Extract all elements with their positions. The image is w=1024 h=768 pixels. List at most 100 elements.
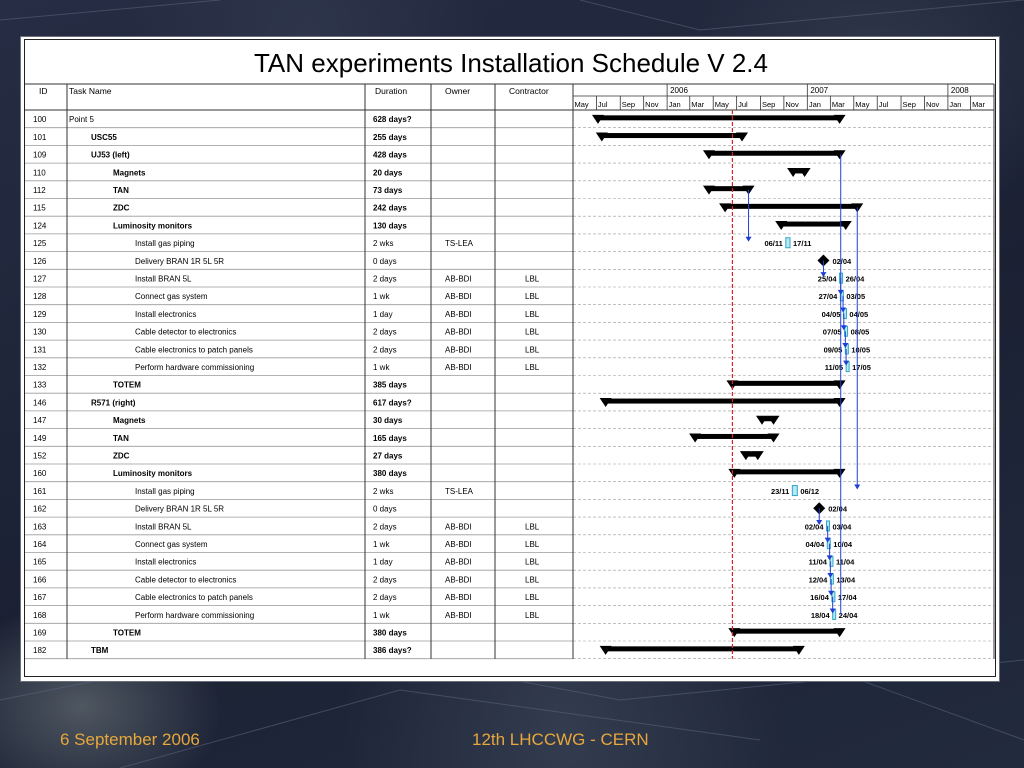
task-id: 124 (33, 221, 47, 230)
task-start-date-label: 12/04 (809, 575, 829, 584)
task-duration: 1 wk (373, 540, 390, 549)
task-name: USC55 (91, 133, 117, 142)
column-header: Duration (375, 86, 407, 96)
task-duration: 617 days? (373, 398, 412, 407)
task-start-date-label: 04/05 (822, 310, 841, 319)
month-label: Jan (809, 100, 821, 109)
summary-bar (605, 398, 840, 404)
task-owner: AB-BDI (445, 593, 472, 602)
task-end-date-label: 13/04 (836, 575, 856, 584)
summary-bar (732, 380, 840, 386)
task-name: Point 5 (69, 115, 94, 124)
task-id: 112 (33, 186, 46, 195)
summary-start-marker (702, 150, 715, 160)
summary-end-marker (792, 645, 805, 655)
task-name: Connect gas system (135, 292, 208, 301)
summary-end-marker (833, 150, 846, 160)
task-contractor: LBL (525, 328, 540, 337)
summary-end-marker (767, 433, 780, 443)
task-start-date-label: 18/04 (811, 611, 831, 620)
task-start-date-label: 16/04 (810, 593, 830, 602)
task-duration: 386 days? (373, 646, 412, 655)
task-id: 127 (33, 275, 47, 284)
summary-start-marker (599, 645, 612, 655)
task-name: TOTEM (113, 629, 141, 638)
task-name: Delivery BRAN 1R 5L 5R (135, 505, 224, 514)
task-duration: 2 days (373, 345, 397, 354)
summary-bar (708, 150, 840, 156)
task-duration: 27 days (373, 452, 403, 461)
month-label: Nov (785, 100, 799, 109)
task-id: 182 (33, 646, 47, 655)
task-contractor: LBL (525, 522, 540, 531)
summary-end-marker (736, 132, 749, 142)
task-contractor: LBL (525, 540, 540, 549)
task-owner: TS-LEA (445, 487, 474, 496)
task-owner: AB-BDI (445, 522, 472, 531)
task-id: 109 (33, 151, 47, 160)
task-duration: 1 wk (373, 292, 390, 301)
dependency-arrow (828, 590, 835, 596)
task-end-date-label: 08/05 (851, 328, 870, 337)
task-duration: 165 days (373, 434, 407, 443)
task-name: Install electronics (135, 310, 196, 319)
task-duration: 1 day (373, 310, 393, 319)
task-duration: 0 days (373, 257, 397, 266)
month-label: Jul (738, 100, 748, 109)
task-name: Delivery BRAN 1R 5L 5R (135, 257, 224, 266)
summary-end-marker (798, 167, 811, 177)
summary-end-marker (839, 221, 852, 231)
task-id: 130 (33, 328, 47, 337)
month-label: Nov (645, 100, 659, 109)
column-header: Contractor (509, 86, 549, 96)
year-label: 2007 (810, 86, 828, 95)
task-id: 146 (33, 398, 47, 407)
summary-bar (761, 416, 774, 422)
year-label: 2008 (951, 86, 969, 95)
task-duration: 2 days (373, 328, 397, 337)
task-duration: 1 wk (373, 611, 390, 620)
task-id: 125 (33, 239, 47, 248)
task-start-date-label: 25/04 (818, 275, 838, 284)
task-owner: AB-BDI (445, 575, 472, 584)
task-name: Connect gas system (135, 540, 208, 549)
task-end-date-label: 24/04 (839, 611, 859, 620)
task-duration: 628 days? (373, 115, 412, 124)
task-name: Magnets (113, 168, 146, 177)
dependency-arrow (824, 537, 831, 543)
milestone-date-label: 02/04 (832, 257, 852, 266)
task-id: 131 (33, 345, 47, 354)
summary-bar (734, 469, 840, 475)
dependency-arrow (840, 307, 847, 313)
summary-bar (605, 646, 799, 652)
month-label: Mar (832, 100, 845, 109)
month-label: Sep (903, 100, 916, 109)
month-label: Sep (622, 100, 635, 109)
task-bar (791, 485, 798, 497)
task-duration: 130 days (373, 221, 407, 230)
task-duration: 255 days (373, 133, 407, 142)
task-end-date-label: 26/04 (846, 275, 866, 284)
task-duration: 0 days (373, 505, 397, 514)
summary-start-marker (702, 185, 715, 195)
task-name: TBM (91, 646, 109, 655)
summary-bar (734, 628, 840, 634)
task-contractor: LBL (525, 292, 540, 301)
footer-event: 12th LHCCWG - CERN (472, 730, 649, 749)
column-header: Task Name (69, 86, 112, 96)
month-label: Mar (691, 100, 704, 109)
task-id: 133 (33, 381, 47, 390)
dependency-arrow (820, 272, 827, 278)
dependency-arrow (842, 342, 849, 348)
task-contractor: LBL (525, 575, 540, 584)
task-name: Install gas piping (135, 239, 195, 248)
task-contractor: LBL (525, 611, 540, 620)
task-duration: 2 wks (373, 487, 393, 496)
task-duration: 380 days (373, 629, 407, 638)
task-id: 164 (33, 540, 47, 549)
task-owner: AB-BDI (445, 275, 472, 284)
dependency-arrow (840, 325, 847, 331)
task-contractor: LBL (525, 558, 540, 567)
task-owner: AB-BDI (445, 310, 472, 319)
task-owner: AB-BDI (445, 558, 472, 567)
